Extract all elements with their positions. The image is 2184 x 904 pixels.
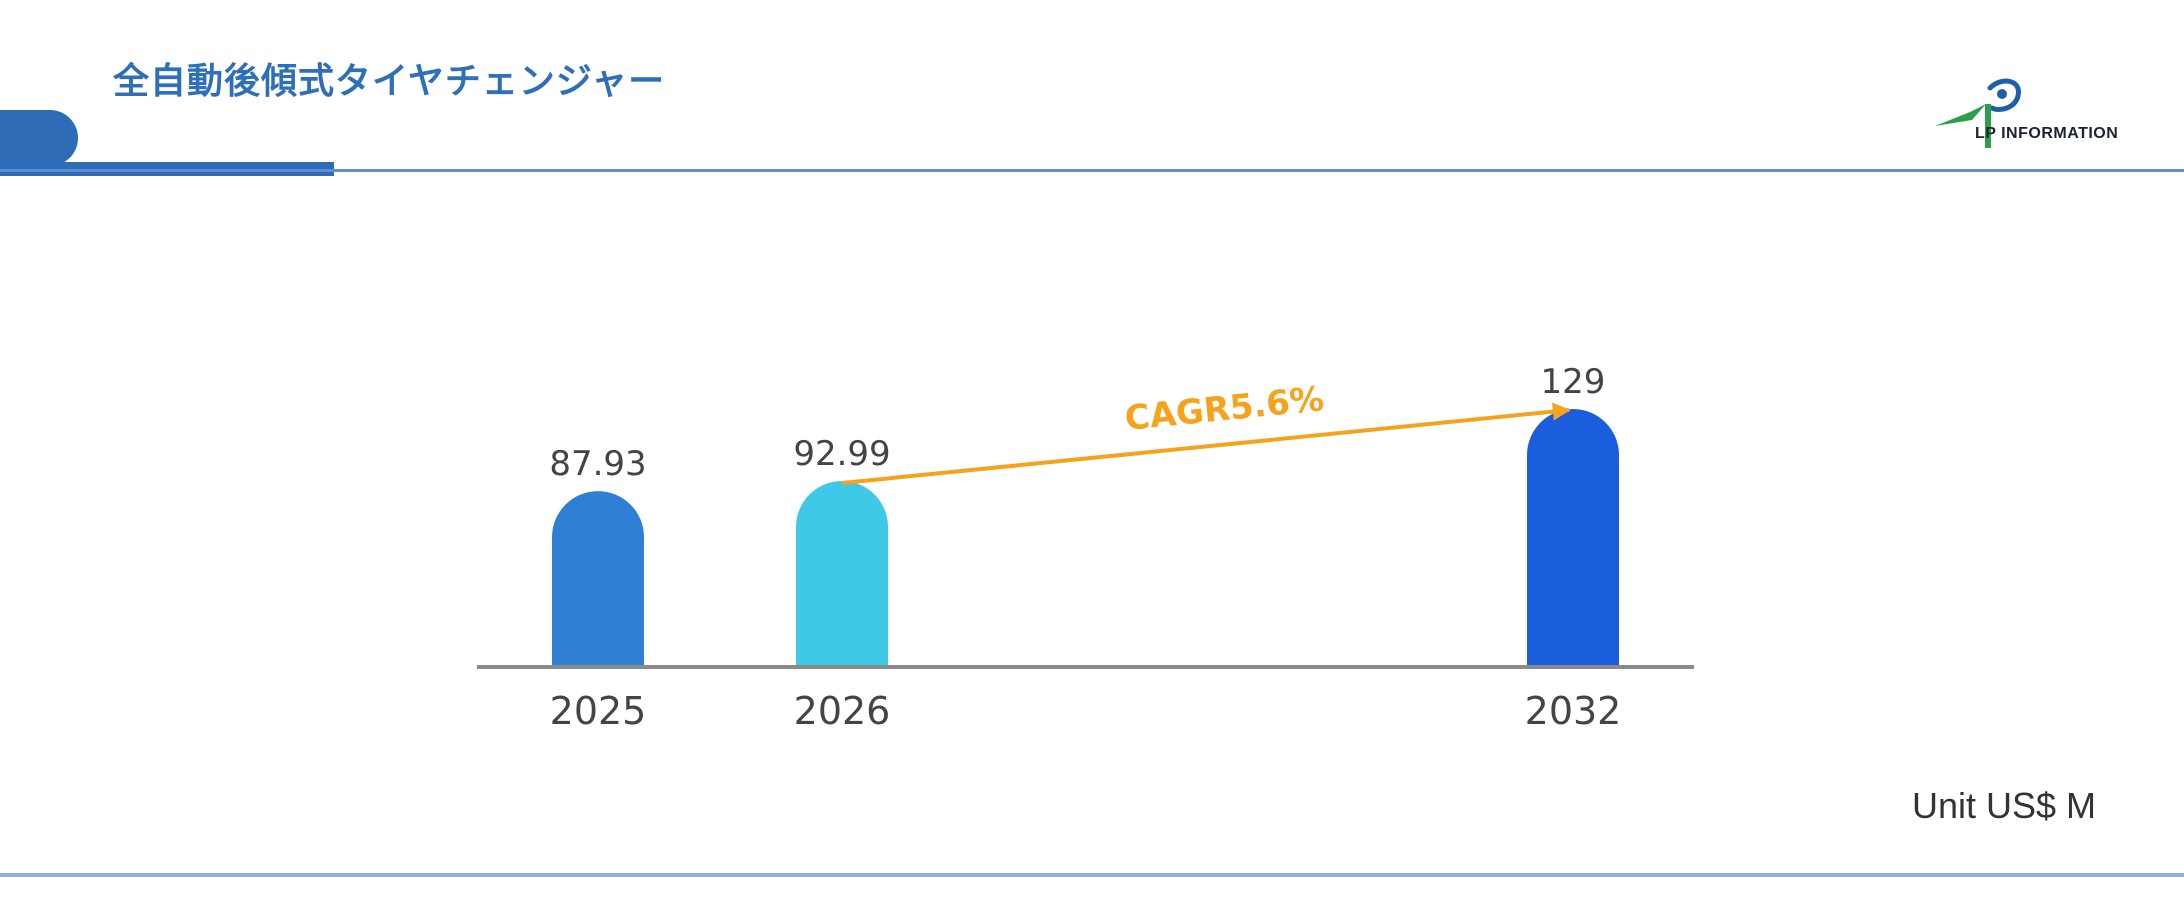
value-label-2026: 92.99 — [793, 434, 890, 474]
value-label-2025: 87.93 — [549, 444, 646, 484]
page-title: 全自動後傾式タイヤチェンジャー — [113, 61, 666, 102]
cagr-label: CAGR5.6% — [1123, 379, 1326, 439]
bar-2026 — [796, 481, 888, 667]
footer-divider — [0, 873, 2184, 877]
cagr-arrow — [841, 402, 1571, 486]
lp-information-logo-icon — [1935, 78, 2021, 148]
tick-label-2026: 2026 — [794, 689, 891, 733]
value-label-2032: 129 — [1541, 362, 1606, 402]
tick-label-2032: 2032 — [1525, 689, 1622, 733]
header-divider — [0, 169, 2184, 172]
tick-label-2025: 2025 — [550, 689, 647, 733]
title-accent-tab — [0, 110, 78, 166]
bar-2025 — [552, 491, 644, 667]
logo-text: LP INFORMATION — [1975, 125, 2119, 142]
unit-label: Unit US$ M — [1912, 785, 2097, 826]
bar-2032 — [1527, 409, 1619, 667]
